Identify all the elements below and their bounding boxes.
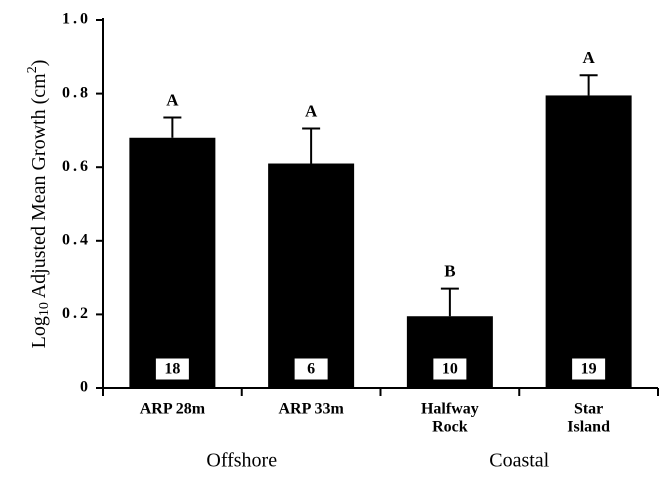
x-tick-label: Star: [574, 401, 603, 418]
significance-letter: A: [305, 101, 318, 120]
y-tick-label: 0.6: [62, 158, 91, 175]
group-label: Offshore: [206, 450, 277, 472]
significance-letter: B: [444, 262, 455, 281]
y-tick-label: 1.0: [62, 11, 91, 28]
sample-size-box: [432, 357, 468, 381]
significance-letter: A: [166, 90, 179, 109]
y-label-part: Adjusted Mean Growth (cm: [28, 73, 50, 302]
x-tick-label: ARP 28m: [140, 401, 206, 418]
y-tick-label: 0.4: [62, 231, 91, 248]
y-label-part: ): [28, 60, 50, 67]
y-label-sub: 10: [37, 302, 52, 316]
y-tick-label: 0.2: [62, 305, 91, 322]
sample-size: 18: [164, 361, 180, 378]
sample-size: 19: [581, 361, 597, 378]
y-axis-label: Log10 Adjusted Mean Growth (cm2): [25, 60, 52, 349]
bar: [545, 95, 632, 388]
y-tick-label: 0: [80, 379, 91, 396]
group-label: Coastal: [489, 450, 549, 472]
y-label-part: Log: [28, 316, 50, 348]
sample-size-box: [154, 357, 190, 381]
x-tick-label: ARP 33m: [278, 401, 344, 418]
significance-letter: A: [582, 48, 595, 67]
sample-size-box: [571, 357, 607, 381]
y-label-sup: 2: [25, 66, 40, 73]
bar: [268, 163, 355, 388]
x-tick-label: Halfway: [421, 401, 479, 418]
x-tick-label: Island: [567, 419, 610, 436]
x-tick-label: Rock: [432, 419, 468, 436]
bar: [129, 137, 216, 388]
sample-size: 6: [307, 361, 315, 378]
sample-size-box: [293, 357, 329, 381]
sample-size: 10: [442, 361, 458, 378]
y-tick-label: 0.8: [62, 84, 91, 101]
